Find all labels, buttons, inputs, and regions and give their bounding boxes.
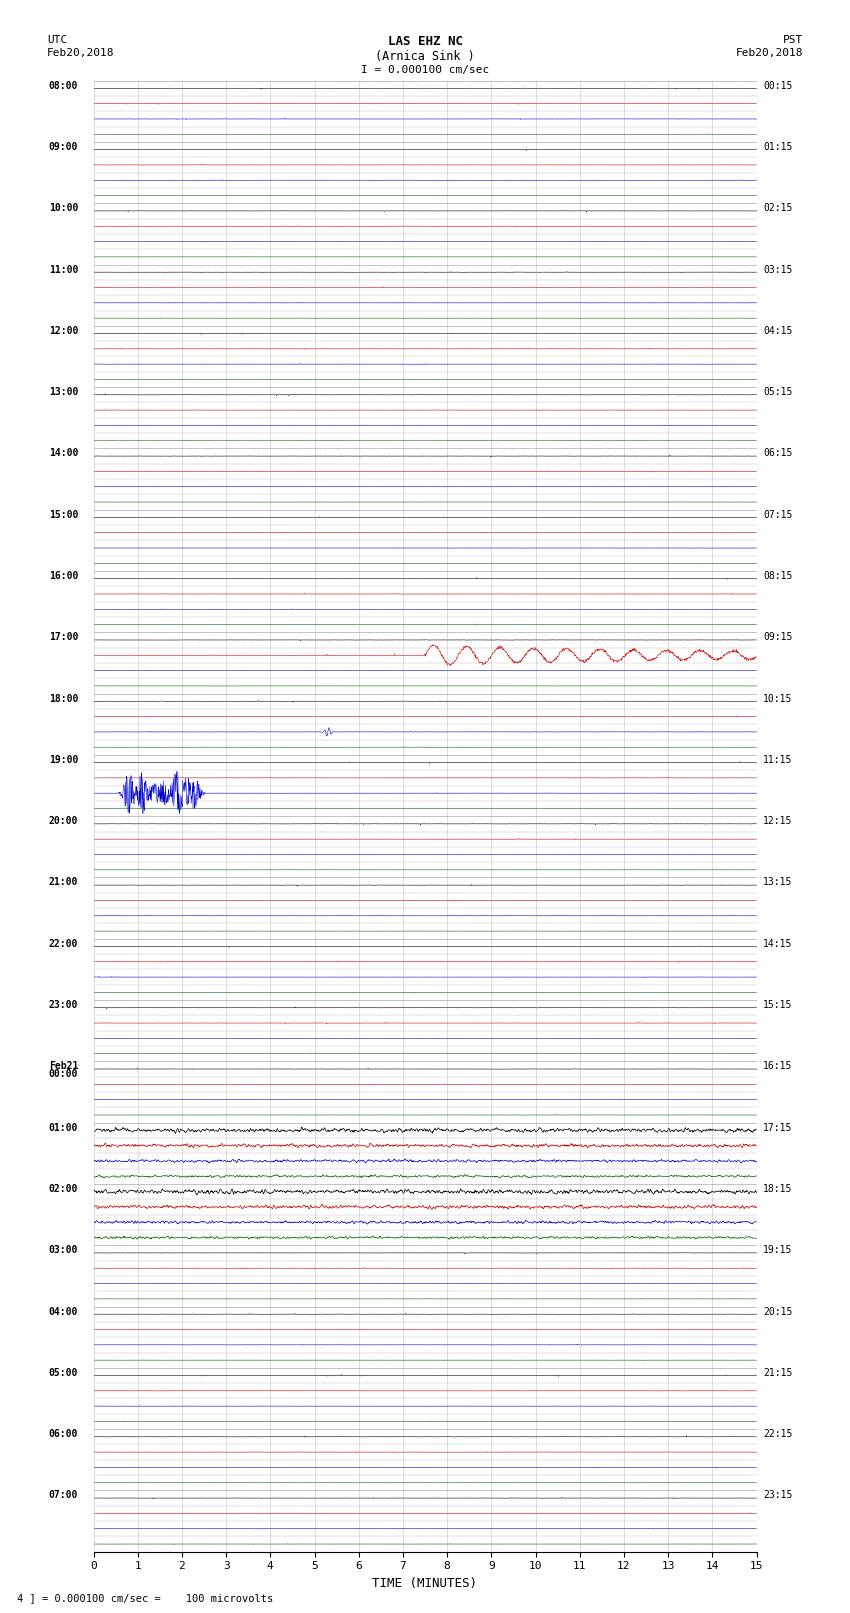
Text: 09:00: 09:00: [48, 142, 78, 152]
Text: 11:00: 11:00: [48, 265, 78, 274]
Text: 18:00: 18:00: [48, 694, 78, 703]
Text: PST: PST: [783, 35, 803, 45]
Text: 02:15: 02:15: [763, 203, 792, 213]
Text: I = 0.000100 cm/sec: I = 0.000100 cm/sec: [361, 65, 489, 74]
Text: 19:00: 19:00: [48, 755, 78, 765]
X-axis label: TIME (MINUTES): TIME (MINUTES): [372, 1578, 478, 1590]
Text: 05:15: 05:15: [763, 387, 792, 397]
Text: 23:00: 23:00: [48, 1000, 78, 1010]
Text: 11:15: 11:15: [763, 755, 792, 765]
Text: 15:00: 15:00: [48, 510, 78, 519]
Text: 04:00: 04:00: [48, 1307, 78, 1316]
Text: 23:15: 23:15: [763, 1490, 792, 1500]
Text: 17:15: 17:15: [763, 1123, 792, 1132]
Text: 18:15: 18:15: [763, 1184, 792, 1194]
Text: 16:15: 16:15: [763, 1061, 792, 1071]
Text: 07:00: 07:00: [48, 1490, 78, 1500]
Text: 03:15: 03:15: [763, 265, 792, 274]
Text: 13:15: 13:15: [763, 877, 792, 887]
Text: 06:15: 06:15: [763, 448, 792, 458]
Text: 10:00: 10:00: [48, 203, 78, 213]
Text: 14:00: 14:00: [48, 448, 78, 458]
Text: 01:15: 01:15: [763, 142, 792, 152]
Text: 02:00: 02:00: [48, 1184, 78, 1194]
Text: 14:15: 14:15: [763, 939, 792, 948]
Text: 08:15: 08:15: [763, 571, 792, 581]
Text: 05:00: 05:00: [48, 1368, 78, 1378]
Text: UTC: UTC: [47, 35, 67, 45]
Text: 00:15: 00:15: [763, 81, 792, 90]
Text: 00:00: 00:00: [48, 1069, 78, 1079]
Text: LAS EHZ NC: LAS EHZ NC: [388, 35, 462, 48]
Text: 17:00: 17:00: [48, 632, 78, 642]
Text: 10:15: 10:15: [763, 694, 792, 703]
Text: 09:15: 09:15: [763, 632, 792, 642]
Text: 16:00: 16:00: [48, 571, 78, 581]
Text: 22:00: 22:00: [48, 939, 78, 948]
Text: 12:15: 12:15: [763, 816, 792, 826]
Text: 22:15: 22:15: [763, 1429, 792, 1439]
Text: 01:00: 01:00: [48, 1123, 78, 1132]
Text: 21:15: 21:15: [763, 1368, 792, 1378]
Text: 03:00: 03:00: [48, 1245, 78, 1255]
Text: 15:15: 15:15: [763, 1000, 792, 1010]
Text: 20:15: 20:15: [763, 1307, 792, 1316]
Text: 06:00: 06:00: [48, 1429, 78, 1439]
Text: 07:15: 07:15: [763, 510, 792, 519]
Text: 19:15: 19:15: [763, 1245, 792, 1255]
Text: Feb20,2018: Feb20,2018: [47, 48, 114, 58]
Text: Feb21: Feb21: [48, 1061, 78, 1071]
Text: 4 ] = 0.000100 cm/sec =    100 microvolts: 4 ] = 0.000100 cm/sec = 100 microvolts: [17, 1594, 273, 1603]
Text: 20:00: 20:00: [48, 816, 78, 826]
Text: 04:15: 04:15: [763, 326, 792, 336]
Text: 21:00: 21:00: [48, 877, 78, 887]
Text: (Arnica Sink ): (Arnica Sink ): [375, 50, 475, 63]
Text: 12:00: 12:00: [48, 326, 78, 336]
Text: 13:00: 13:00: [48, 387, 78, 397]
Text: 08:00: 08:00: [48, 81, 78, 90]
Text: Feb20,2018: Feb20,2018: [736, 48, 803, 58]
